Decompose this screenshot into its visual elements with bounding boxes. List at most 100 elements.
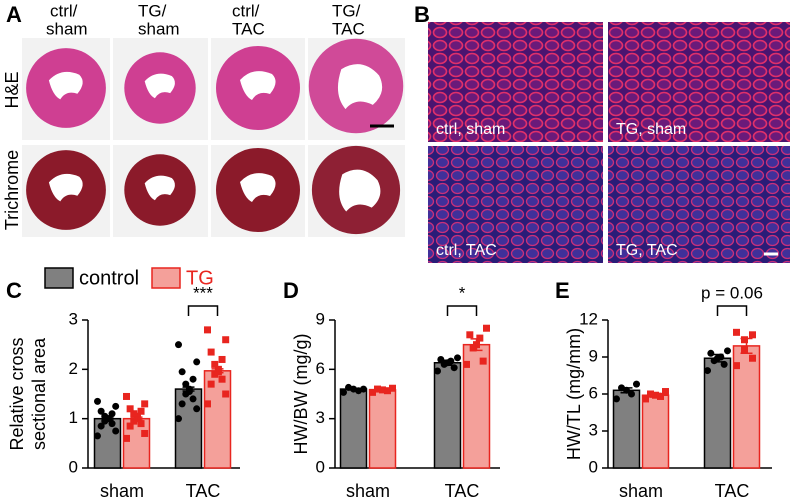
column-headers: ctrl/ sham TG/ sham ctrl/ TAC TG/ TAC <box>46 1 365 38</box>
data-point <box>463 360 470 368</box>
significance-bracket <box>716 305 748 316</box>
image <box>428 22 603 142</box>
y-axis-label: sectional area <box>29 337 49 450</box>
data-point <box>222 390 230 398</box>
data-point <box>204 400 211 408</box>
y-tick-label: 9 <box>316 309 325 328</box>
error-bar <box>470 338 483 352</box>
error-bar <box>441 359 454 366</box>
y-tick-label: 1 <box>69 408 78 427</box>
error-bar <box>347 387 360 391</box>
data-point <box>207 380 215 388</box>
data-point <box>97 407 105 415</box>
bar <box>339 388 368 469</box>
bar <box>368 389 397 469</box>
panel-label: B <box>414 2 430 27</box>
data-point <box>483 324 490 332</box>
bar <box>612 389 641 469</box>
data-point <box>182 380 190 388</box>
data-point <box>207 348 215 356</box>
heart-section <box>216 46 300 130</box>
data-point <box>193 358 201 366</box>
heart-section <box>124 154 196 226</box>
data-point <box>130 410 138 418</box>
data-point <box>437 355 445 363</box>
y-tick-label: 0 <box>589 457 598 476</box>
data-point <box>724 347 731 355</box>
y-tick-label: 3 <box>316 408 325 427</box>
row-label: Trichrome <box>2 150 22 230</box>
legend-label: TG <box>186 267 214 289</box>
annotation: *** <box>193 283 213 302</box>
error-bar <box>211 368 224 374</box>
panel-label: E <box>555 278 570 303</box>
data-point <box>340 388 347 396</box>
data-point <box>112 427 120 435</box>
data-point <box>123 392 130 400</box>
data-point <box>369 388 376 396</box>
data-point <box>749 331 756 339</box>
data-point <box>94 432 101 440</box>
data-point <box>389 384 396 392</box>
data-point <box>222 336 230 344</box>
data-point <box>733 328 740 336</box>
data-point <box>189 395 197 403</box>
column-header: ctrl/ <box>232 1 260 20</box>
data-point <box>466 331 474 339</box>
x-tick-label: sham <box>100 481 144 501</box>
error-bar <box>182 386 195 392</box>
data-point <box>218 355 226 363</box>
column-header: TG/ <box>332 1 361 20</box>
panel-label: C <box>6 278 22 303</box>
y-tick-label: 3 <box>69 309 78 328</box>
data-point <box>204 326 211 334</box>
data-point <box>218 375 226 383</box>
micrographs: ctrl, sham TG, sham ctrl, TAC TG, TAC <box>428 22 790 263</box>
heart-section <box>26 48 106 128</box>
significance-bracket <box>187 305 219 316</box>
data-point <box>130 417 138 425</box>
bar <box>174 388 203 469</box>
y-tick-label: 2 <box>69 359 78 378</box>
image-label: TG, sham <box>616 121 686 138</box>
data-point <box>133 412 141 420</box>
legend-swatch <box>151 267 181 289</box>
panel-label: D <box>283 278 299 303</box>
annotation: p = 0.06 <box>701 283 763 302</box>
image-label: ctrl, sham <box>436 121 505 138</box>
data-point <box>126 422 134 430</box>
data-point <box>479 357 487 365</box>
data-point <box>175 341 182 349</box>
error-bar <box>620 387 633 394</box>
y-axis-label: Relative cross <box>7 337 27 450</box>
image <box>428 146 603 263</box>
data-point <box>741 346 748 354</box>
y-tick-label: 6 <box>589 383 598 402</box>
data-point <box>454 354 461 362</box>
heart-section <box>124 52 196 124</box>
data-point <box>704 367 711 375</box>
error-bar <box>649 392 662 398</box>
data-point <box>707 349 715 357</box>
x-tick-label: TAC <box>445 481 480 501</box>
data-point <box>123 434 130 442</box>
column-header: sham <box>46 19 88 38</box>
data-point <box>741 336 748 344</box>
error-bar <box>101 416 114 421</box>
y-axis-label: HW/BW (mg/g) <box>291 334 311 455</box>
heart-section <box>26 150 106 230</box>
bar <box>93 417 122 469</box>
column-header: sham <box>138 19 180 38</box>
data-point <box>94 397 101 405</box>
data-point <box>178 400 186 408</box>
data-point <box>749 354 756 362</box>
data-point <box>101 412 109 420</box>
column-header: TAC <box>232 19 265 38</box>
histology-images <box>22 38 405 237</box>
x-tick-label: sham <box>346 481 390 501</box>
annotation: * <box>459 283 466 302</box>
y-tick-label: 0 <box>69 457 78 476</box>
data-point <box>189 375 197 383</box>
column-header: TG/ <box>138 1 167 20</box>
legend-swatch <box>44 267 74 289</box>
